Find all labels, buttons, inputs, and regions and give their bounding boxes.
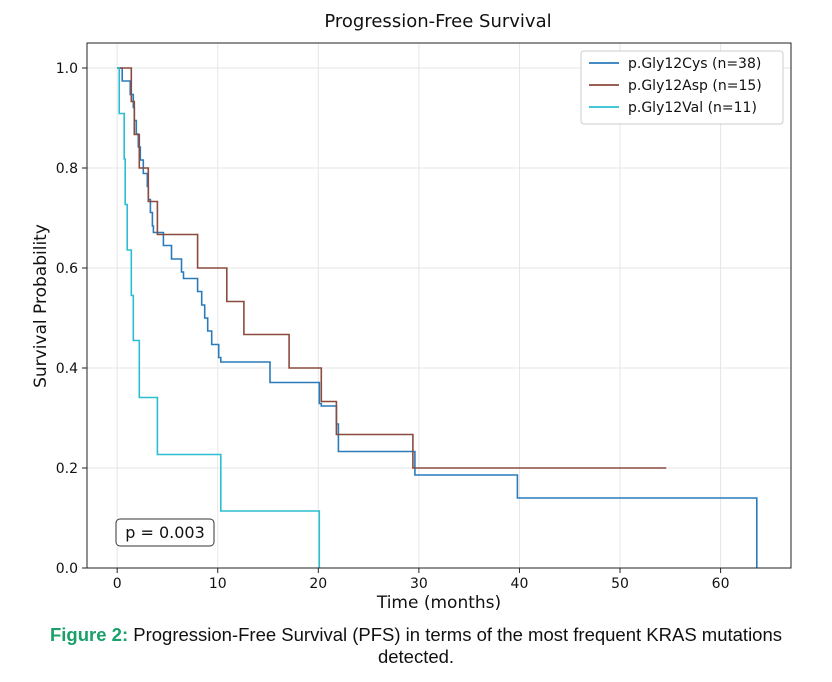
x-tick-label: 0 [113,576,122,592]
x-axis-ticks: 0 10 20 30 40 50 60 [113,568,730,592]
x-tick-label: 10 [209,576,227,592]
plot-frame [86,42,792,569]
x-tick-label: 30 [410,576,428,592]
figure-caption: Figure 2: Progression-Free Survival (PFS… [20,624,812,668]
x-tick-label: 20 [309,576,327,592]
series-line-gly12asp [117,67,667,469]
chart-title: Progression-Free Survival [324,11,551,32]
figure-label: Figure 2: [49,624,129,645]
legend-label-gly12asp: p.Gly12Asp (n=15) [628,78,762,94]
x-tick-label: 60 [712,576,730,592]
legend-label-gly12cys: p.Gly12Cys (n=38) [628,56,761,72]
y-axis-ticks: 0.0 0.2 0.4 0.6 0.8 1.0 [56,61,87,577]
figure-caption-text: Progression-Free Survival (PFS) in terms… [133,624,783,667]
legend-label-gly12val: p.Gly12Val (n=11) [628,100,757,116]
p-value-text: p = 0.003 [125,523,205,542]
series-layer [117,67,758,568]
y-tick-label: 0.8 [56,161,78,177]
legend-box [580,50,784,125]
y-tick-label: 0.6 [56,261,78,277]
legend: p.Gly12Cys (n=38) p.Gly12Asp (n=15) p.Gly1… [580,50,784,125]
x-tick-label: 40 [511,576,529,592]
y-tick-label: 1.0 [56,61,78,77]
x-axis-label: Time (months) [376,593,501,613]
y-axis-label: Survival Probability [31,224,51,388]
x-tick-label: 50 [611,576,629,592]
y-tick-label: 0.0 [56,561,78,577]
y-tick-label: 0.2 [56,461,78,477]
y-tick-label: 0.4 [56,361,78,377]
p-value-box [115,518,215,547]
p-value-annotation: p = 0.003 [115,518,215,547]
series-line-gly12val [117,67,321,568]
series-line-gly12cys [117,67,758,568]
km-chart: Progression-Free Survival 0 10 20 30 40 50 60 … [31,11,792,613]
